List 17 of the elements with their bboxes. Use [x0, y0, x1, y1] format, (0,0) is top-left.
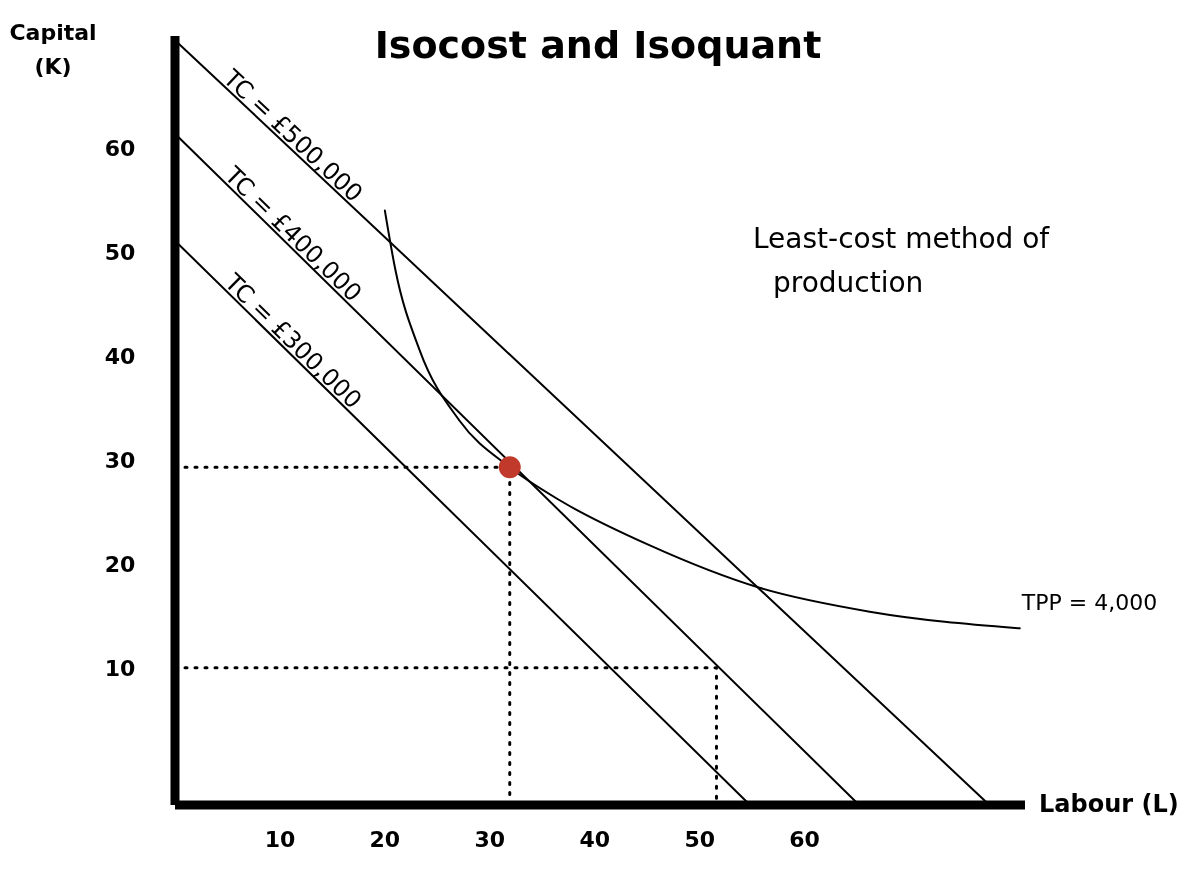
y-tick-label: 50 [104, 240, 136, 266]
x-tick-label: 40 [579, 827, 611, 852]
y-tick-label: 40 [104, 344, 136, 370]
y-tick-label: 10 [104, 655, 136, 681]
y-tick-label: 60 [104, 136, 136, 162]
x-tick-label: 60 [789, 827, 820, 852]
chart-title: Isocost and Isoquant [374, 23, 822, 67]
x-tick-label: 50 [684, 827, 715, 852]
y-tick-label: 30 [104, 448, 136, 474]
x-tick-label: 30 [474, 827, 506, 852]
y-tick-label: 20 [104, 551, 136, 577]
x-tick-label: 10 [264, 827, 296, 852]
series-label: TPP = 4,000 [1020, 590, 1158, 616]
x-tick-label: 20 [369, 827, 401, 852]
y-axis-title: Capital (K) [9, 20, 97, 79]
annotation: Least-cost method of production [753, 222, 1051, 299]
x-axis-title: Labour (L) [1039, 790, 1179, 818]
